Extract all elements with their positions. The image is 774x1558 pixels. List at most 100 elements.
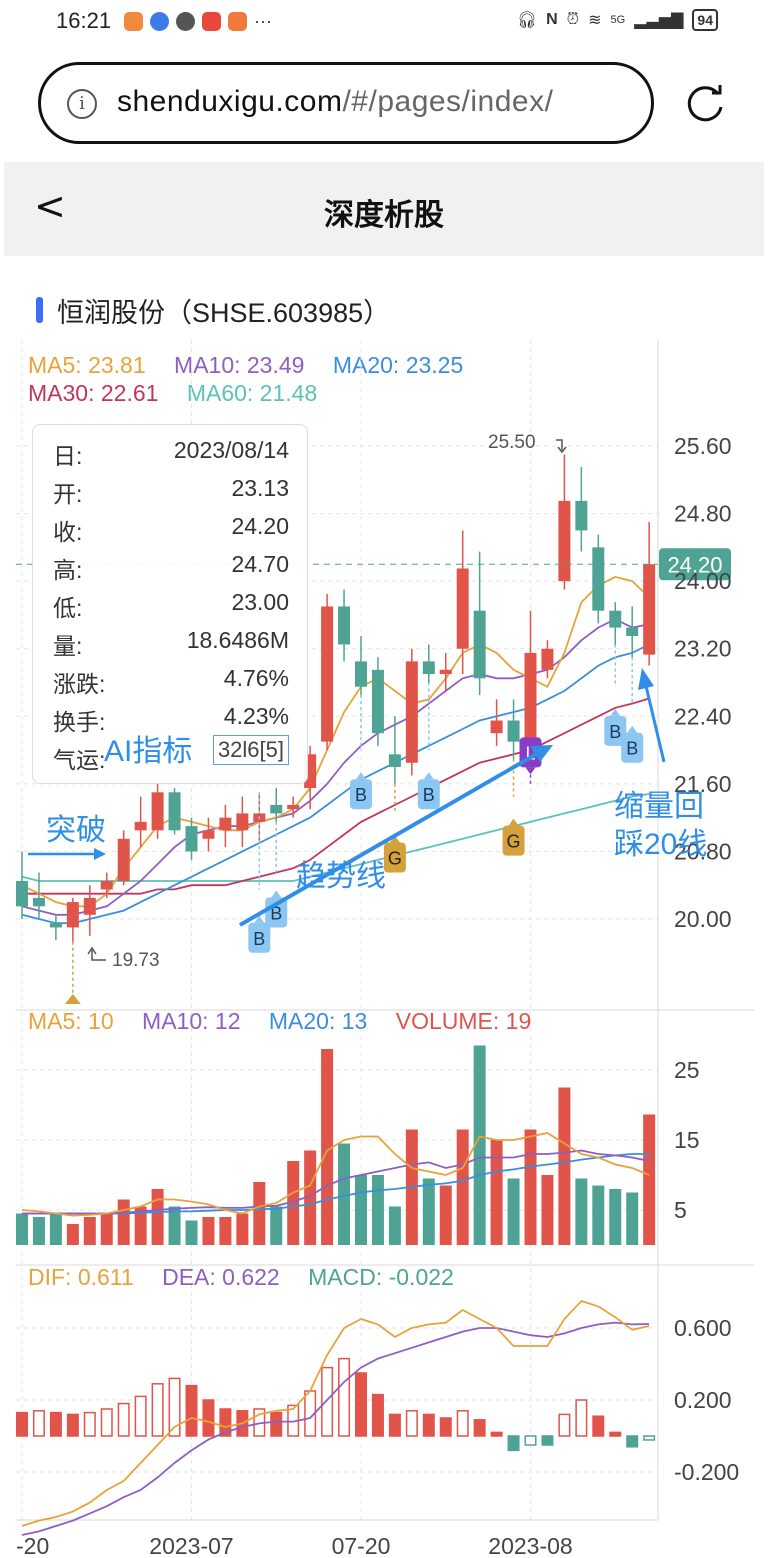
volume-bar	[202, 1217, 215, 1245]
volume-bar	[558, 1087, 571, 1245]
low-signal-marker	[64, 994, 81, 1004]
volume-bar	[168, 1206, 181, 1245]
high-marker-arrow	[556, 439, 567, 454]
candle-body	[16, 880, 28, 907]
macd-bar	[439, 1417, 452, 1437]
tooltip-value: 4.76%	[223, 665, 289, 691]
tooltip-value: 24.70	[231, 551, 289, 577]
low-price-marker: 19.73	[112, 950, 160, 971]
site-info-icon[interactable]: i	[67, 89, 97, 119]
macd-bar	[371, 1393, 384, 1437]
time-tick-label: -20	[16, 1533, 49, 1558]
tooltip-volume-row: 量: 18.6486M	[53, 627, 289, 665]
volume-bar	[270, 1206, 283, 1245]
volume-bar	[304, 1150, 317, 1245]
battery-icon: 94	[692, 9, 718, 31]
volume-bar	[83, 1217, 96, 1245]
tooltip-close-row: 收: 24.20	[53, 513, 289, 551]
dea-line	[21, 1321, 650, 1536]
chat-icon	[176, 12, 195, 31]
candle-body	[355, 661, 367, 687]
macd-bar	[541, 1435, 554, 1446]
macd-bar	[16, 1411, 28, 1437]
macd-bar	[117, 1402, 130, 1437]
macd-bar	[49, 1411, 62, 1437]
macd-legend: DIF: 0.611 DEA: 0.622 MACD: -0.022	[28, 1264, 476, 1291]
macd-tick-label: 0.600	[674, 1315, 732, 1341]
volume-bar	[371, 1175, 384, 1245]
tooltip-label: 低:	[53, 595, 83, 621]
tooltip-label: 日:	[53, 443, 83, 469]
vol-ma5-legend: MA5: 10	[28, 1008, 114, 1034]
candle-body	[185, 826, 198, 852]
price-tick-label: 22.40	[674, 703, 732, 729]
candle-body	[473, 610, 486, 679]
dif-legend: DIF: 0.611	[28, 1264, 134, 1290]
volume-bar	[49, 1213, 62, 1245]
macd-bar	[473, 1419, 486, 1437]
time-tick-label: 2023-08	[488, 1533, 572, 1558]
volume-bar	[439, 1185, 452, 1245]
candle-body	[490, 720, 503, 734]
volume-tick-label: 25	[674, 1057, 700, 1083]
buy-signal-badge	[265, 897, 288, 928]
macd-bar	[524, 1435, 537, 1446]
macd-lines	[21, 1299, 650, 1536]
more-notifications-icon: ···	[254, 11, 272, 31]
macd-bar	[626, 1435, 639, 1448]
candle-body	[405, 661, 418, 763]
buy-signal-badge-label: B	[609, 722, 621, 742]
macd-bar	[592, 1415, 605, 1437]
candle-body	[524, 652, 537, 763]
trendline-arrowhead	[530, 745, 553, 762]
volume-bar	[422, 1178, 435, 1245]
macd-bar	[422, 1413, 435, 1437]
vol-ma10-legend: MA10: 12	[142, 1008, 241, 1034]
price-tick-label: 20.00	[674, 906, 732, 932]
macd-bar	[168, 1377, 181, 1437]
url-path: /#/pages/index/	[342, 85, 554, 118]
candlesticks	[16, 454, 656, 942]
gold-signal-badge	[502, 825, 525, 856]
gold-signal-badge-pointer	[389, 835, 400, 843]
tooltip-qiyun-value: 32l6[5]	[212, 735, 289, 765]
signal-icon: ▂▃▅▇	[634, 12, 684, 29]
ma-legend-row-2: MA30: 22.61 MA60: 21.48	[28, 380, 339, 407]
back-button[interactable]: <	[34, 184, 66, 228]
volume-tick-label: 15	[674, 1127, 700, 1153]
volume-bar	[32, 1217, 45, 1245]
current-price-label: 24.20	[667, 552, 722, 577]
candle-body	[219, 817, 232, 831]
volume-bar	[388, 1206, 401, 1245]
breakout-arrowhead	[94, 848, 106, 860]
trendline-label: 趋势线	[296, 860, 386, 893]
headphones-icon: 🎧︎	[516, 12, 538, 29]
candle-body	[643, 564, 656, 655]
gold-signal-badge-pointer	[508, 818, 519, 826]
tooltip-value: 18.6486M	[186, 627, 289, 653]
tooltip-label: 涨跌:	[53, 671, 106, 697]
tooltip-label: 换手:	[53, 709, 106, 735]
url-bar[interactable]: i shenduxigu.com/#/pages/index/	[38, 62, 654, 144]
tooltip-date-row: 日: 2023/08/14	[53, 437, 289, 475]
reload-icon[interactable]	[682, 80, 728, 126]
buy-signal-badge-pointer	[610, 708, 621, 716]
tooltip-label: 开:	[53, 481, 83, 507]
volume-bar	[490, 1140, 503, 1245]
candle-body	[371, 669, 384, 734]
ai-indicator-annotation: AI指标	[104, 735, 193, 768]
low-marker-arrow	[87, 946, 106, 961]
url-text[interactable]: shenduxigu.com/#/pages/index/	[117, 85, 553, 119]
ma20-legend: MA20: 23.25	[332, 352, 464, 378]
candle-body	[32, 897, 45, 907]
volume-bar	[524, 1129, 537, 1245]
candle-body	[49, 923, 62, 928]
buy-signal-badge	[248, 922, 271, 953]
price-tick-label: 24.00	[674, 568, 732, 594]
volume-bar	[117, 1199, 130, 1245]
volume-bars	[16, 1045, 656, 1245]
macd-bar	[321, 1366, 334, 1437]
status-bar: 16:21 ··· 🎧︎ N ⏰︎ ≋ 5G ▂▃▅▇ 94	[0, 0, 774, 44]
candle-body	[151, 792, 164, 831]
